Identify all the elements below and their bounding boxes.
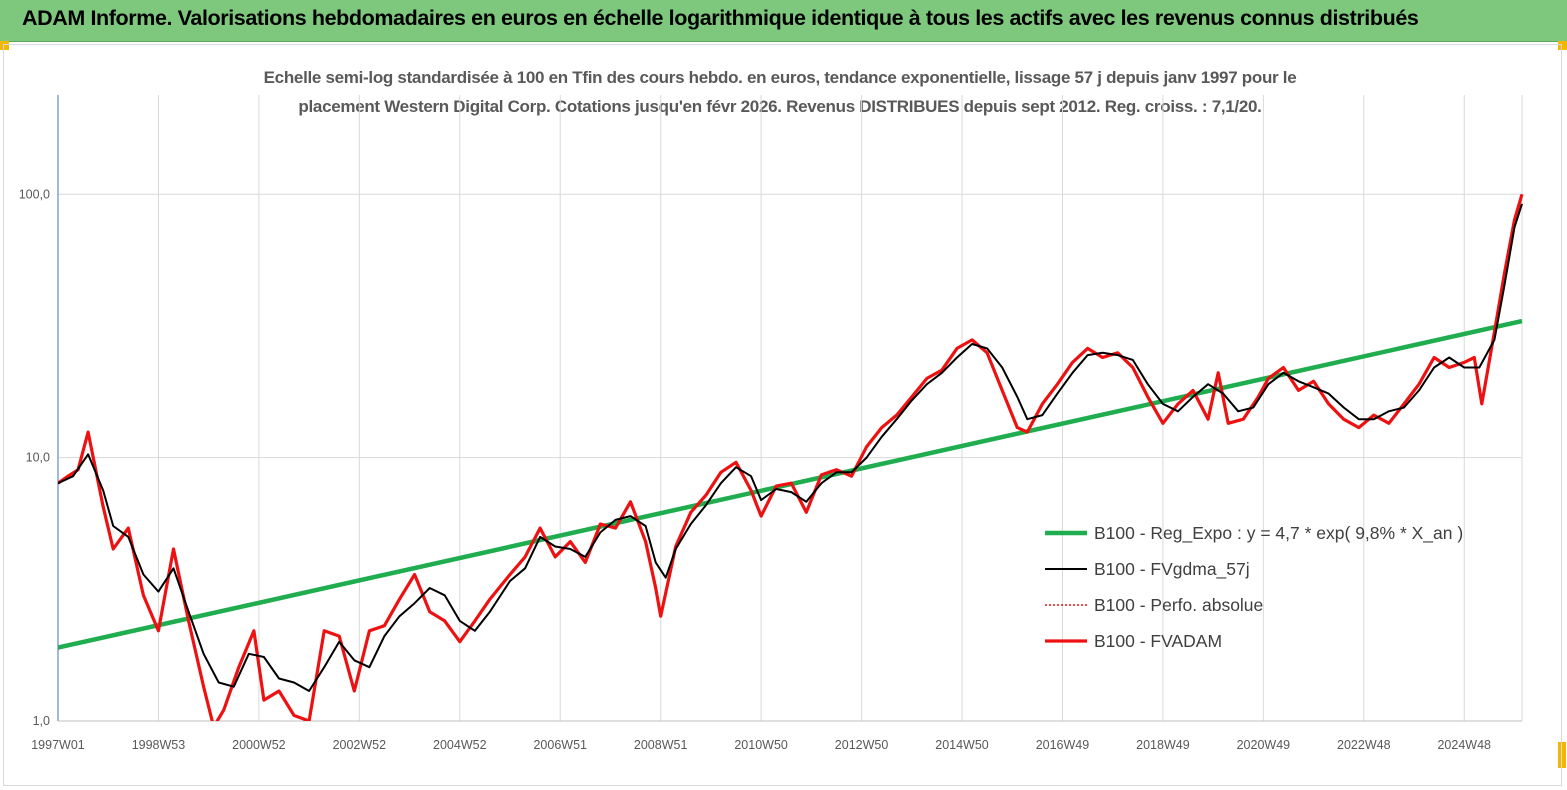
- x-tick-label: 2014W50: [935, 738, 989, 752]
- x-tick-label: 2010W50: [734, 738, 788, 752]
- legend-label: B100 - Perfo. absolue: [1094, 595, 1263, 615]
- x-tick-label: 1997W01: [31, 738, 85, 752]
- x-tick-label: 2000W52: [232, 738, 286, 752]
- x-tick-label: 2018W49: [1136, 738, 1190, 752]
- report-title: ADAM Informe. Valorisations hebdomadaire…: [22, 6, 1419, 30]
- x-tick-label: 2004W52: [433, 738, 487, 752]
- x-tick-label: 2008W51: [634, 738, 688, 752]
- x-tick-label: 2020W49: [1237, 738, 1291, 752]
- chart-frame: [3, 44, 1562, 786]
- x-tick-label: 2016W49: [1036, 738, 1090, 752]
- x-tick-label: 2002W52: [333, 738, 387, 752]
- legend-label: B100 - FVADAM: [1094, 631, 1222, 651]
- series-line-thick: [58, 193, 1524, 721]
- title-banner: ADAM Informe. Valorisations hebdomadaire…: [0, 0, 1567, 42]
- x-tick-label: 2024W48: [1437, 738, 1491, 752]
- corner-marker-top-left: [0, 41, 9, 50]
- y-tick-label: 100,0: [19, 187, 50, 201]
- x-tick-label: 2006W51: [533, 738, 587, 752]
- y-tick-label: 1,0: [33, 714, 50, 728]
- corner-marker-bottom-right: [1558, 742, 1566, 768]
- x-tick-label: 2022W48: [1337, 738, 1391, 752]
- series-line-dotted: [58, 194, 1523, 721]
- x-tick-label: 2012W50: [835, 738, 889, 752]
- corner-marker-top-right: [1558, 41, 1567, 50]
- legend-label: B100 - FVgdma_57j: [1094, 559, 1250, 580]
- chart-subtitle-line-2: placement Western Digital Corp. Cotation…: [298, 97, 1262, 116]
- series-line-smoothed: [58, 203, 1523, 692]
- chart-subtitle-line-1: Echelle semi-log standardisée à 100 en T…: [263, 68, 1297, 87]
- x-tick-label: 1998W53: [132, 738, 186, 752]
- y-tick-label: 10,0: [26, 451, 50, 465]
- legend-label: B100 - Reg_Expo : y = 4,7 * exp( 9,8% * …: [1094, 523, 1463, 544]
